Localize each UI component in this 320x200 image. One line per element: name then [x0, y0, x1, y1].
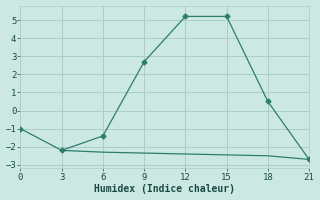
X-axis label: Humidex (Indice chaleur): Humidex (Indice chaleur) [94, 184, 235, 194]
